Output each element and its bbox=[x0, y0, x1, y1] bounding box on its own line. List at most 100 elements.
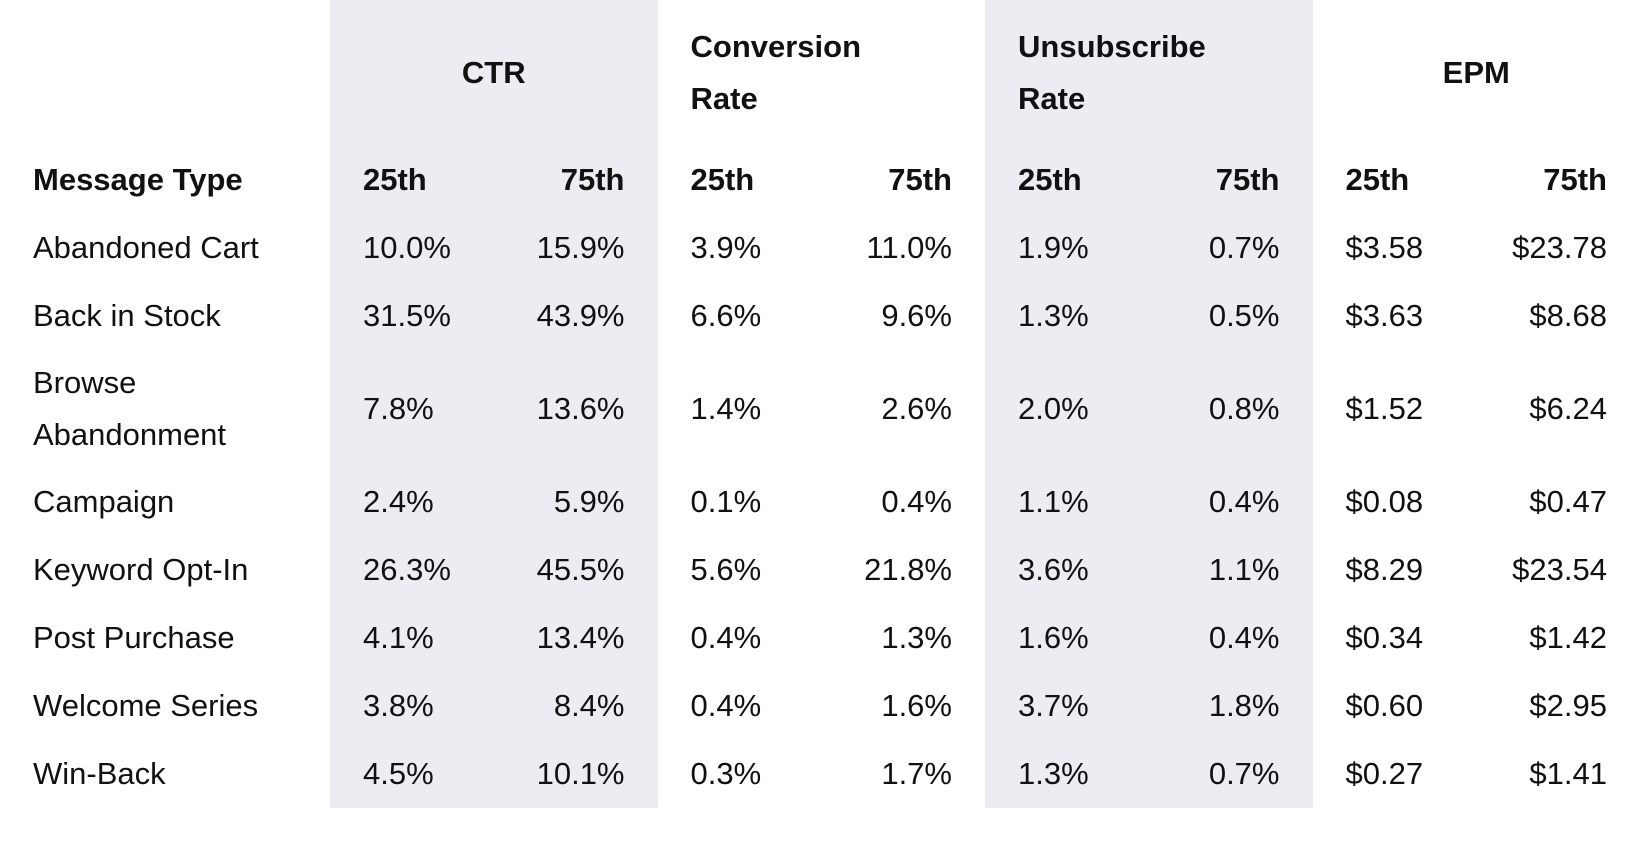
cell-value: 1.1% bbox=[1149, 536, 1313, 604]
cell-value-text: $2.95 bbox=[1529, 688, 1607, 723]
cell-value-text: 3.8% bbox=[363, 688, 434, 723]
table-row: Abandoned Cart 10.0% 15.9% 3.9% 11.0% 1.9% 0.7… bbox=[0, 214, 1640, 282]
cell-value: $1.41 bbox=[1476, 740, 1640, 808]
cell-value-text: 13.4% bbox=[536, 620, 625, 655]
cell-value: 8.4% bbox=[494, 672, 658, 740]
cell-value: 13.6% bbox=[494, 350, 658, 468]
group-header-text: Conversion Rate bbox=[690, 29, 862, 116]
cell-value-text: 9.6% bbox=[881, 298, 952, 333]
table-row: Campaign 2.4% 5.9% 0.1% 0.4% 1.1% 0.4% $0.08 $0.… bbox=[0, 468, 1640, 536]
group-header-text: Unsubscribe Rate bbox=[1018, 29, 1206, 116]
cell-value-text: 21.8% bbox=[864, 552, 952, 587]
column-header-text: 75th bbox=[1215, 162, 1280, 197]
cell-value-text: 0.3% bbox=[690, 756, 762, 791]
group-header: CTR bbox=[330, 0, 658, 146]
cell-value-text: $0.27 bbox=[1345, 756, 1424, 791]
column-header-text: Message Type bbox=[33, 162, 243, 197]
cell-value: 1.4% bbox=[658, 350, 822, 468]
cell-value: 10.1% bbox=[494, 740, 658, 808]
column-header-text: 25th bbox=[363, 162, 427, 197]
cell-value-text: 15.9% bbox=[536, 230, 625, 265]
cell-value: 45.5% bbox=[494, 536, 658, 604]
filler-row bbox=[0, 808, 1640, 848]
cell-value-text: 0.7% bbox=[1208, 230, 1280, 265]
cell-value: $8.68 bbox=[1476, 282, 1640, 350]
cell-value: 13.4% bbox=[494, 604, 658, 672]
column-header-text: 75th bbox=[1543, 162, 1607, 197]
cell-value: 26.3% bbox=[330, 536, 494, 604]
cell-value-text: 1.3% bbox=[881, 620, 952, 655]
cell-value: 0.7% bbox=[1149, 740, 1313, 808]
cell-value: 43.9% bbox=[494, 282, 658, 350]
row-label-text: Abandoned Cart bbox=[33, 230, 259, 265]
cell-value: 2.4% bbox=[330, 468, 494, 536]
column-header: 25th bbox=[1313, 146, 1477, 214]
group-header-text: CTR bbox=[461, 55, 526, 90]
cell-value-text: 1.3% bbox=[1018, 298, 1089, 333]
column-header: 25th bbox=[658, 146, 822, 214]
cell-value-text: 0.4% bbox=[1208, 484, 1280, 519]
table-row: Back in Stock 31.5% 43.9% 6.6% 9.6% 1.3% 0.5% $… bbox=[0, 282, 1640, 350]
cell-value: 0.4% bbox=[658, 672, 822, 740]
cell-value-text: $23.78 bbox=[1512, 230, 1607, 265]
cell-value-text: 3.7% bbox=[1018, 688, 1089, 723]
group-header: Unsubscribe Rate bbox=[985, 0, 1313, 146]
cell-value: 0.8% bbox=[1149, 350, 1313, 468]
cell-value: 4.5% bbox=[330, 740, 494, 808]
cell-value-text: $6.24 bbox=[1529, 391, 1607, 426]
cell-value: 6.6% bbox=[658, 282, 822, 350]
cell-value: 3.9% bbox=[658, 214, 822, 282]
cell-value-text: $1.52 bbox=[1345, 391, 1424, 426]
cell-value-text: 2.6% bbox=[881, 391, 952, 426]
row-label: Abandoned Cart bbox=[0, 214, 330, 282]
group-header-text: EPM bbox=[1442, 55, 1510, 90]
cell-value: 0.4% bbox=[1149, 468, 1313, 536]
cell-value-text: 8.4% bbox=[553, 688, 625, 723]
cell-value: $3.58 bbox=[1313, 214, 1477, 282]
cell-value-text: 2.0% bbox=[1018, 391, 1089, 426]
cell-value: 11.0% bbox=[821, 214, 985, 282]
cell-value: $0.34 bbox=[1313, 604, 1477, 672]
cell-value-text: 3.9% bbox=[690, 230, 762, 265]
cell-value-text: 11.0% bbox=[866, 230, 952, 265]
group-header: EPM bbox=[1313, 0, 1640, 146]
column-header-row: Message Type 25th 75th 25th 75th 25th 75th 25th… bbox=[0, 146, 1640, 214]
row-label-text: Post Purchase bbox=[33, 620, 235, 655]
table-row: Welcome Series 3.8% 8.4% 0.4% 1.6% 3.7% 1.8% $0… bbox=[0, 672, 1640, 740]
cell-value-text: 26.3% bbox=[363, 552, 451, 587]
table-row: Post Purchase 4.1% 13.4% 0.4% 1.3% 1.6% 0.4% $0… bbox=[0, 604, 1640, 672]
row-label: Browse Abandonment bbox=[0, 350, 330, 468]
row-label: Post Purchase bbox=[0, 604, 330, 672]
cell-value-text: 1.1% bbox=[1018, 484, 1089, 519]
cell-value-text: $0.60 bbox=[1345, 688, 1424, 723]
cell-value: 0.5% bbox=[1149, 282, 1313, 350]
row-label: Back in Stock bbox=[0, 282, 330, 350]
cell-value: 1.3% bbox=[821, 604, 985, 672]
cell-value-text: 0.4% bbox=[690, 688, 762, 723]
cell-value: 1.3% bbox=[985, 282, 1149, 350]
cell-value-text: 1.4% bbox=[690, 391, 762, 426]
column-header: 75th bbox=[1149, 146, 1313, 214]
cell-value-text: $0.47 bbox=[1529, 484, 1607, 519]
column-header-text: 25th bbox=[690, 162, 755, 197]
cell-value-text: 5.9% bbox=[553, 484, 625, 519]
cell-value: $6.24 bbox=[1476, 350, 1640, 468]
cell-value: 3.6% bbox=[985, 536, 1149, 604]
cell-value-text: $23.54 bbox=[1512, 552, 1607, 587]
cell-value: $0.47 bbox=[1476, 468, 1640, 536]
cell-value-text: $8.29 bbox=[1345, 552, 1424, 587]
cell-value: $23.78 bbox=[1476, 214, 1640, 282]
cell-value: 0.4% bbox=[821, 468, 985, 536]
cell-value-text: 1.9% bbox=[1018, 230, 1089, 265]
cell-value: 2.0% bbox=[985, 350, 1149, 468]
row-label-text: Browse Abandonment bbox=[33, 365, 227, 452]
cell-value-text: 0.4% bbox=[690, 620, 762, 655]
row-label-text: Welcome Series bbox=[33, 688, 259, 723]
cell-value-text: 0.4% bbox=[881, 484, 952, 519]
cell-value-text: 1.3% bbox=[1018, 756, 1089, 791]
cell-value: 1.7% bbox=[821, 740, 985, 808]
cell-value-text: 43.9% bbox=[536, 298, 625, 333]
row-label: Keyword Opt-In bbox=[0, 536, 330, 604]
